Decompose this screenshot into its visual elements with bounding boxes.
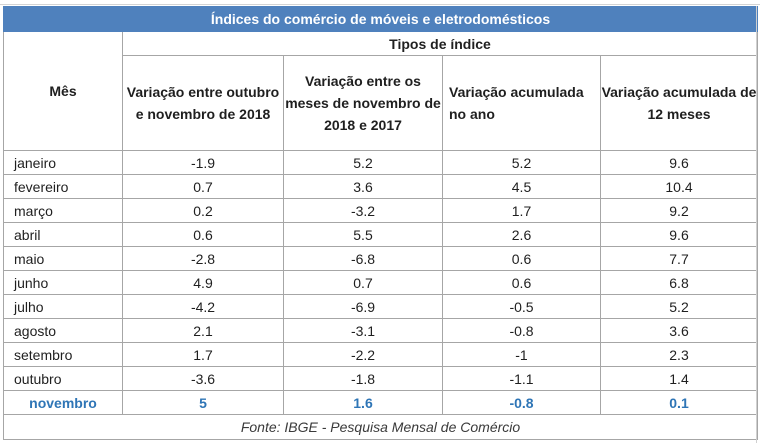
value-cell[interactable]: 5.2 <box>283 150 443 175</box>
value-cell[interactable]: 4.9 <box>122 270 284 295</box>
month-cell[interactable]: maio <box>3 246 123 271</box>
sheet-right-edge <box>756 6 757 443</box>
value-cell[interactable]: 9.6 <box>600 222 758 247</box>
month-cell[interactable]: novembro <box>3 390 123 415</box>
value-cell[interactable]: 0.2 <box>122 198 284 223</box>
value-cell[interactable]: -1 <box>442 342 601 367</box>
value-cell[interactable]: 1.7 <box>442 198 601 223</box>
table-row: setembro 1.7 -2.2 -1 2.3 <box>3 342 758 367</box>
value-cell[interactable]: 2.3 <box>600 342 758 367</box>
value-cell[interactable]: 5.2 <box>600 294 758 319</box>
value-cell[interactable]: -6.9 <box>283 294 443 319</box>
month-cell[interactable]: outubro <box>3 366 123 391</box>
month-column-header[interactable]: Mês <box>3 31 123 151</box>
value-cell[interactable]: -3.1 <box>283 318 443 343</box>
value-cell[interactable]: -2.2 <box>283 342 443 367</box>
table-body: janeiro -1.9 5.2 5.2 9.6 fevereiro 0.7 3.6 4.5 10… <box>3 150 758 415</box>
value-cell[interactable]: 7.7 <box>600 246 758 271</box>
value-cell[interactable]: 9.6 <box>600 150 758 175</box>
column-header-accumulated-year[interactable]: Variação acumulada no ano <box>442 55 601 151</box>
table-title[interactable]: Índices do comércio de móveis e eletrodo… <box>3 6 758 32</box>
group-header-row: Mês Tipos de índice <box>3 31 758 151</box>
value-cell[interactable]: 10.4 <box>600 174 758 199</box>
value-cell[interactable]: 0.7 <box>122 174 284 199</box>
value-cell[interactable]: 1.6 <box>283 390 443 415</box>
table-row: maio -2.8 -6.8 0.6 7.7 <box>3 246 758 271</box>
value-cell[interactable]: 3.6 <box>283 174 443 199</box>
value-cell[interactable]: 0.6 <box>122 222 284 247</box>
month-cell[interactable]: janeiro <box>3 150 123 175</box>
value-cell[interactable]: 0.7 <box>283 270 443 295</box>
value-cell[interactable]: 5.5 <box>283 222 443 247</box>
value-cell[interactable]: -0.8 <box>442 318 601 343</box>
table-row: abril 0.6 5.5 2.6 9.6 <box>3 222 758 247</box>
month-cell[interactable]: abril <box>3 222 123 247</box>
column-header-yearly-variation[interactable]: Variação entre os meses de novembro de 2… <box>283 55 443 151</box>
value-cell[interactable]: -6.8 <box>283 246 443 271</box>
table-row: março 0.2 -3.2 1.7 9.2 <box>3 198 758 223</box>
table-row: outubro -3.6 -1.8 -1.1 1.4 <box>3 366 758 391</box>
value-cell[interactable]: -1.1 <box>442 366 601 391</box>
column-header-row: Variação entre outubro e novembro de 201… <box>4 55 758 151</box>
value-cell[interactable]: -4.2 <box>122 294 284 319</box>
value-cell[interactable]: 1.4 <box>600 366 758 391</box>
value-cell[interactable]: -3.2 <box>283 198 443 223</box>
value-cell[interactable]: -0.8 <box>442 390 601 415</box>
value-cell[interactable]: -3.6 <box>122 366 284 391</box>
value-cell[interactable]: 0.1 <box>600 390 758 415</box>
source-note[interactable]: Fonte: IBGE - Pesquisa Mensal de Comérci… <box>3 414 758 440</box>
value-cell[interactable]: 2.6 <box>442 222 601 247</box>
month-cell[interactable]: setembro <box>3 342 123 367</box>
table-row: janeiro -1.9 5.2 5.2 9.6 <box>3 150 758 175</box>
value-cell[interactable]: 0.6 <box>442 246 601 271</box>
commerce-index-table: Índices do comércio de móveis e eletrodo… <box>3 6 758 440</box>
column-header-monthly-variation[interactable]: Variação entre outubro e novembro de 201… <box>122 55 284 151</box>
month-cell[interactable]: julho <box>3 294 123 319</box>
month-cell[interactable]: junho <box>3 270 123 295</box>
title-row: Índices do comércio de móveis e eletrodo… <box>3 6 758 32</box>
value-cell[interactable]: 5.2 <box>442 150 601 175</box>
sheet-top-edge <box>0 0 760 5</box>
table-row: novembro 5 1.6 -0.8 0.1 <box>3 390 758 415</box>
month-cell[interactable]: fevereiro <box>3 174 123 199</box>
value-cell[interactable]: 2.1 <box>122 318 284 343</box>
month-cell[interactable]: março <box>3 198 123 223</box>
source-row: Fonte: IBGE - Pesquisa Mensal de Comérci… <box>3 414 758 440</box>
value-cell[interactable]: 4.5 <box>442 174 601 199</box>
value-cell[interactable]: -2.8 <box>122 246 284 271</box>
value-cell[interactable]: -0.5 <box>442 294 601 319</box>
table-row: julho -4.2 -6.9 -0.5 5.2 <box>3 294 758 319</box>
value-cell[interactable]: -1.8 <box>283 366 443 391</box>
index-types-header[interactable]: Tipos de índice <box>122 31 758 56</box>
value-cell[interactable]: -1.9 <box>122 150 284 175</box>
table-row: fevereiro 0.7 3.6 4.5 10.4 <box>3 174 758 199</box>
value-cell[interactable]: 5 <box>122 390 284 415</box>
value-cell[interactable]: 3.6 <box>600 318 758 343</box>
value-cell[interactable]: 0.6 <box>442 270 601 295</box>
table-row: agosto 2.1 -3.1 -0.8 3.6 <box>3 318 758 343</box>
column-header-accumulated-12-months[interactable]: Variação acumulada de 12 meses <box>600 55 758 151</box>
value-cell[interactable]: 9.2 <box>600 198 758 223</box>
value-cell[interactable]: 6.8 <box>600 270 758 295</box>
month-cell[interactable]: agosto <box>3 318 123 343</box>
value-cell[interactable]: 1.7 <box>122 342 284 367</box>
table-row: junho 4.9 0.7 0.6 6.8 <box>3 270 758 295</box>
